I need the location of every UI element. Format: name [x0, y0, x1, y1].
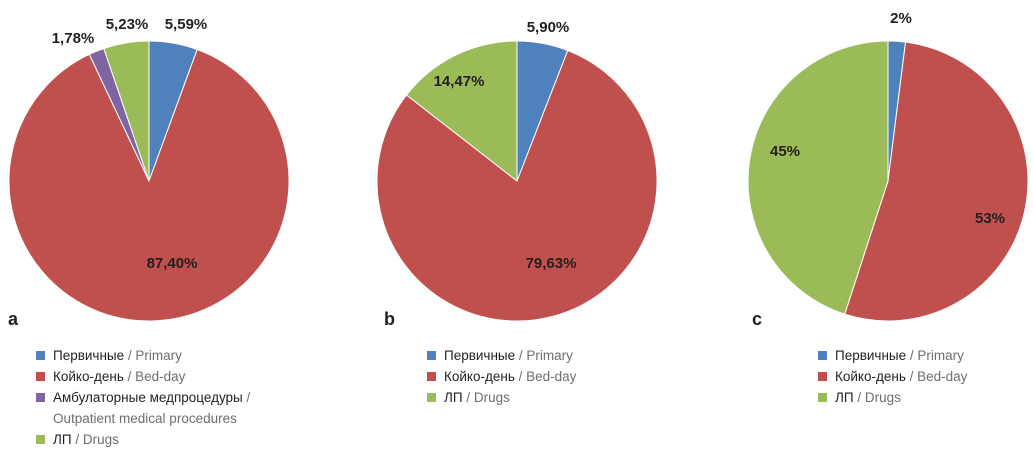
slice-label-c-3: 45% — [770, 143, 800, 160]
legend-swatch — [36, 393, 45, 402]
slice-label-b-1: 5,90% — [527, 19, 570, 36]
legend-item-c-3: ЛП / Drugs — [818, 387, 967, 408]
legend-item-a-4: ЛП / Drugs — [36, 429, 276, 450]
slice-label-c-2: 53% — [975, 210, 1005, 227]
pie-slice-b-2 — [376, 49, 658, 322]
legend-label-en: Bed-day — [917, 369, 968, 384]
pie-chart-b: 5,90% 79,63% 14,47% b — [376, 19, 658, 329]
legend-swatch — [818, 372, 827, 381]
legend-label-en: Drugs — [82, 432, 119, 447]
legend-b: Первичные / Primary Койко-день / Bed-day Л… — [427, 345, 576, 408]
legend-label-ru: Койко-день — [444, 369, 515, 384]
legend-a: Первичные / Primary Койко-день / Bed-day А… — [36, 345, 276, 450]
legend-label-ru: ЛП — [53, 432, 72, 447]
pie-slice-a-4 — [103, 40, 150, 182]
slice-label-b-2: 79,63% — [526, 255, 577, 272]
legend-label-en: Primary — [135, 348, 182, 363]
pie-slice-b-3 — [405, 40, 518, 183]
slice-label-a-1: 5,59% — [165, 16, 208, 33]
legend-label-en: Bed-day — [526, 369, 577, 384]
panel-letter-a: a — [8, 309, 19, 329]
pie-chart-a: 5,59% 87,40% 1,78% 5,23% a — [8, 16, 290, 329]
legend-label-en: Outpatient medical procedures — [53, 411, 237, 426]
legend-label-en: Primary — [917, 348, 964, 363]
legend-item-b-3: ЛП / Drugs — [427, 387, 576, 408]
slice-label-a-4: 5,23% — [106, 16, 149, 33]
legend-swatch — [36, 351, 45, 360]
legend-swatch — [427, 393, 436, 402]
pie-slice-c-2 — [844, 41, 1029, 322]
pie-slice-a-2 — [8, 48, 290, 322]
legend-swatch — [427, 372, 436, 381]
panel-letter-b: b — [384, 309, 395, 329]
pie-slice-c-3 — [747, 40, 889, 315]
slice-label-b-3: 14,47% — [434, 73, 485, 90]
legend-label-ru: Койко-день — [53, 369, 124, 384]
legend-item-a-1: Первичные / Primary — [36, 345, 276, 366]
legend-label-ru: Койко-день — [835, 369, 906, 384]
legend-item-c-1: Первичные / Primary — [818, 345, 967, 366]
legend-c: Первичные / Primary Койко-день / Bed-day Л… — [818, 345, 967, 408]
legend-item-b-1: Первичные / Primary — [427, 345, 576, 366]
legend-label-ru: ЛП — [444, 390, 463, 405]
legend-swatch — [818, 351, 827, 360]
legend-label-en: Drugs — [473, 390, 510, 405]
legend-label-ru: Первичные — [835, 348, 907, 363]
legend-label-ru: Первичные — [53, 348, 125, 363]
legend-label-ru: Амбулаторные медпроцедуры — [53, 390, 243, 405]
legend-label-ru: ЛП — [835, 390, 854, 405]
slice-label-a-2: 87,40% — [147, 255, 198, 272]
legend-label-en: Primary — [526, 348, 573, 363]
legend-label-ru: Первичные — [444, 348, 516, 363]
legend-swatch — [36, 435, 45, 444]
legend-swatch — [36, 372, 45, 381]
legend-item-c-2: Койко-день / Bed-day — [818, 366, 967, 387]
slice-label-c-1: 2% — [890, 10, 912, 27]
slice-label-a-3: 1,78% — [52, 30, 95, 47]
legend-item-a-2: Койко-день / Bed-day — [36, 366, 276, 387]
legend-label-en: Bed-day — [135, 369, 186, 384]
legend-swatch — [427, 351, 436, 360]
pie-chart-c: 2% 53% 45% c — [747, 10, 1029, 329]
legend-item-b-2: Койко-день / Bed-day — [427, 366, 576, 387]
panel-letter-c: c — [752, 309, 762, 329]
legend-item-a-3: Амбулаторные медпроцедуры / Outpatient m… — [36, 387, 276, 429]
legend-swatch — [818, 393, 827, 402]
legend-label-en: Drugs — [864, 390, 901, 405]
